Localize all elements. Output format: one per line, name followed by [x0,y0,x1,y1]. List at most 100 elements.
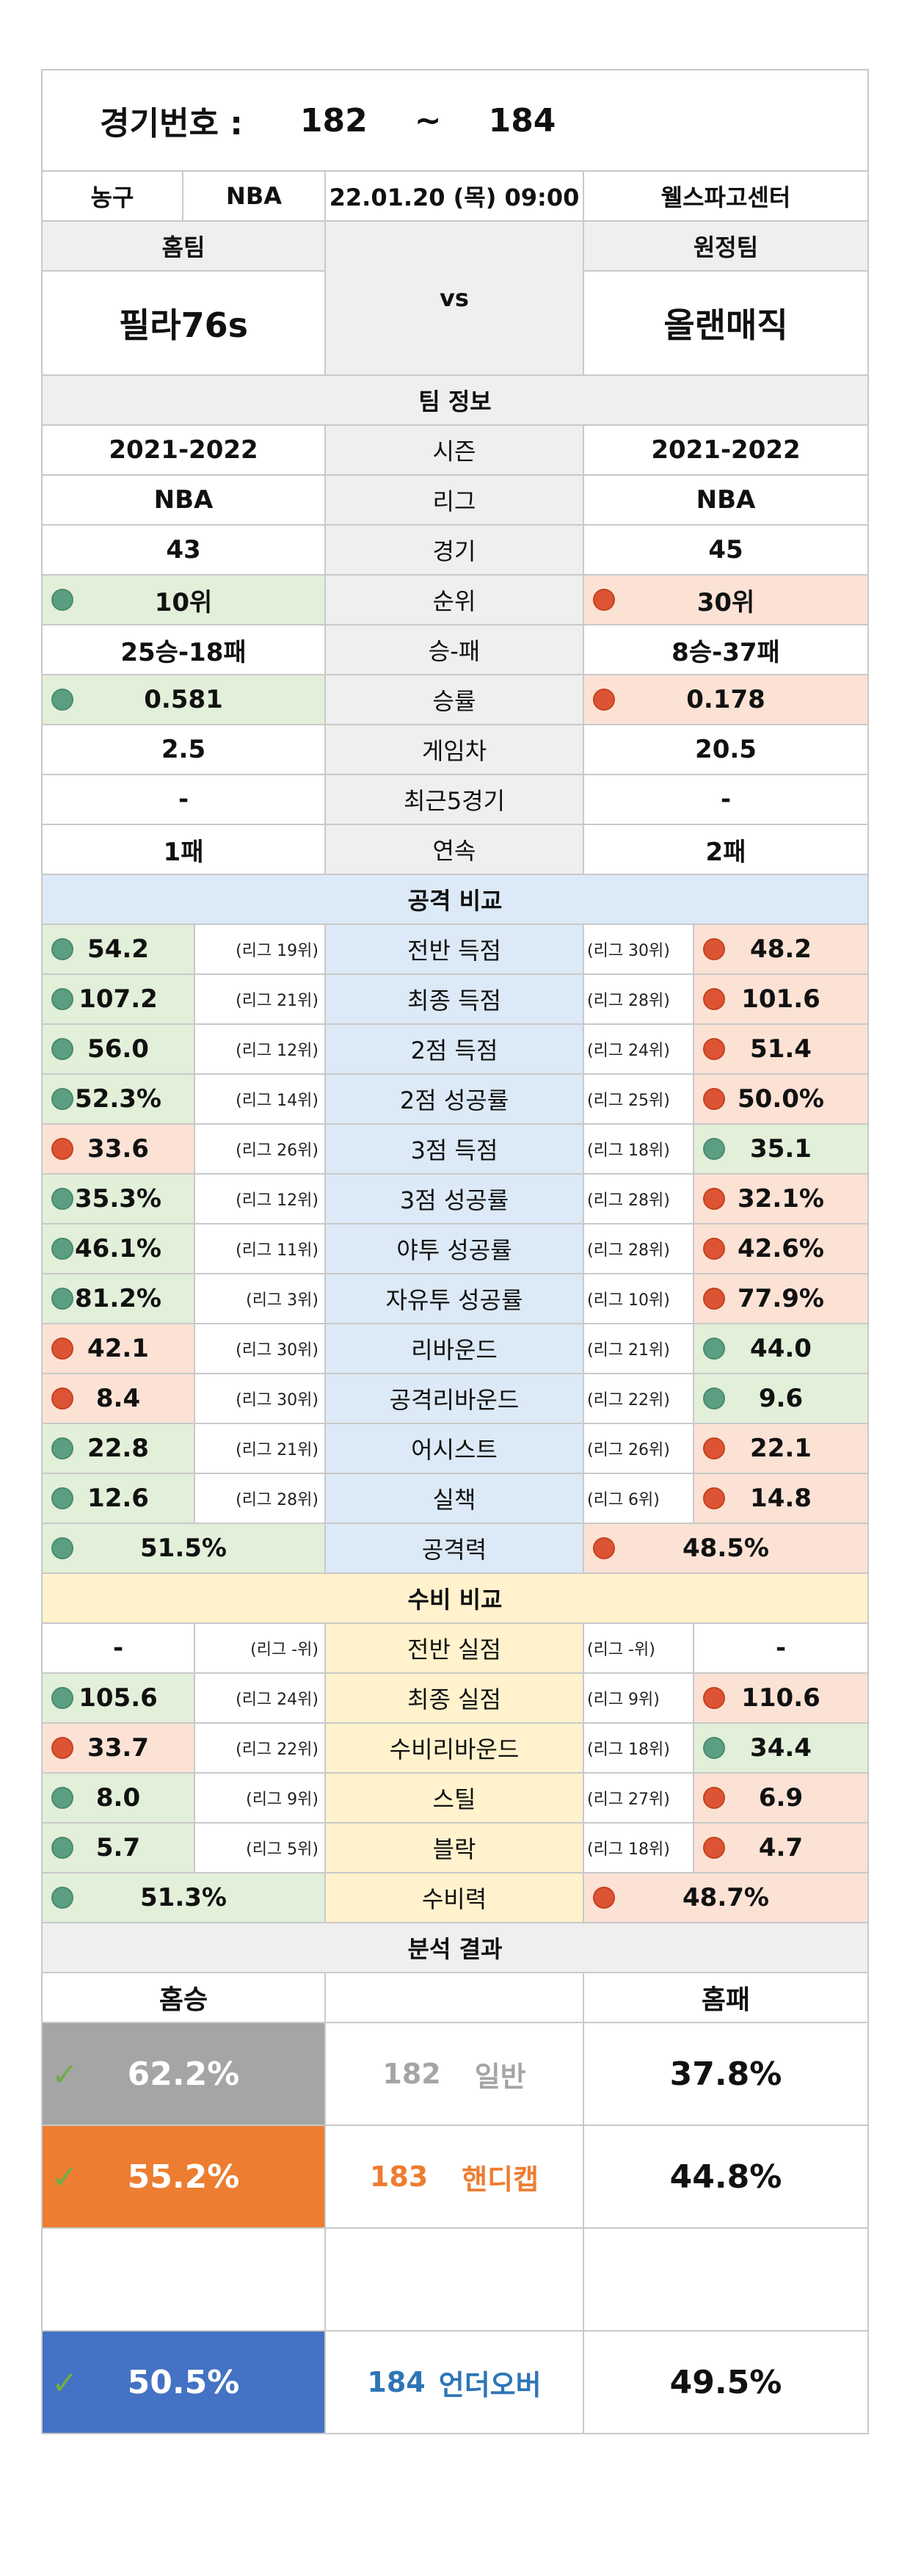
empty-cell [326,2229,584,2330]
home-league-rank: (리그 21위) [195,975,326,1023]
home-value-text: 25승-18패 [120,637,247,667]
home-league-rank: (리그 28위) [195,1474,326,1523]
attack-stat-row: 12.6 (리그 28위) 실책 (리그 6위) 14.8 [41,1474,869,1524]
home-league-rank: (리그 19위) [195,925,326,973]
indicator-dot-icon [51,1088,73,1110]
away-stat-text: 51.4 [750,1034,812,1064]
home-league-rank: (리그 22위) [195,1724,326,1772]
team-info-row: 0.581 승률 0.178 [41,675,869,725]
home-stat-value: 8.4 [41,1374,195,1423]
attack-stat-row: 42.1 (리그 30위) 리바운드 (리그 21위) 44.0 [41,1324,869,1374]
away-league-rank: (리그 18위) [584,1824,694,1872]
indicator-dot-icon [703,1487,725,1509]
result-row: ✓ 50.5% 184 언더오버 49.5% [41,2332,869,2434]
team-info-label: 리그 [326,476,584,524]
stat-label: 3점 성공률 [326,1175,584,1223]
away-stat-value: 51.4 [694,1025,869,1073]
attack-stat-row: 22.8 (리그 21위) 어시스트 (리그 26위) 22.1 [41,1424,869,1474]
defense-stat-row: 105.6 (리그 24위) 최종 실점 (리그 9위) 110.6 [41,1674,869,1724]
empty-cell [41,2229,326,2330]
home-stat-text: 8.4 [95,1384,141,1413]
team-info-label: 게임차 [326,725,584,774]
indicator-dot-icon [593,1887,615,1909]
away-stat-value: 4.7 [694,1824,869,1872]
attack-stat-row: 107.2 (리그 21위) 최종 득점 (리그 28위) 101.6 [41,975,869,1025]
match-number-row: 경기번호 : 182 ~ 184 [41,69,869,172]
checkmark-icon: ✓ [51,2159,79,2196]
home-team-info-value: 2021-2022 [41,426,326,474]
home-stat-value: 35.3% [41,1175,195,1223]
indicator-dot-icon [703,1437,725,1459]
home-team-info-value: NBA [41,476,326,524]
home-stat-text: 105.6 [79,1683,158,1713]
defense-header-row: 수비 비교 [41,1574,869,1624]
match-number-start: 182 [299,101,368,139]
stat-label: 블락 [326,1824,584,1872]
team-info-row: NBA 리그 NBA [41,476,869,526]
stat-label: 스틸 [326,1774,584,1822]
result-row: ✓ 62.2% 182 일반 37.8% [41,2023,869,2126]
indicator-dot-icon [51,1038,73,1060]
away-stat-value: 48.2 [694,925,869,973]
checkmark-icon: ✓ [51,2056,79,2094]
home-value-text: 1패 [163,837,204,867]
indicator-dot-icon [51,988,73,1010]
indicator-dot-icon [703,938,725,960]
result-rows: ✓ 62.2% 182 일반 37.8% ✓ 55.2% 183 핸디캡 44.8% ✓ 50.5% 1… [41,2023,869,2434]
away-stat-text: - [775,1633,787,1663]
indicator-dot-icon [703,1338,725,1360]
result-spacer-row [41,2229,869,2332]
defense-stat-row: 8.0 (리그 9위) 스틸 (리그 27위) 6.9 [41,1774,869,1824]
home-stat-text: 52.3% [75,1084,161,1114]
attack-header-row: 공격 비교 [41,875,869,925]
stat-label: 어시스트 [326,1424,584,1473]
defense-stat-row: - (리그 -위) 전반 실점 (리그 -위) - [41,1624,869,1674]
team-info-row: 2.5 게임차 20.5 [41,725,869,775]
away-stat-text: 42.6% [738,1234,824,1263]
indicator-dot-icon [51,1837,73,1859]
team-info-row: 25승-18패 승-패 8승-37패 [41,625,869,675]
team-info-label: 연속 [326,825,584,874]
away-team-info-value: 0.178 [584,675,869,724]
home-lose-probability: 49.5% [584,2332,869,2433]
away-stat-value: 34.4 [694,1724,869,1772]
away-league-rank: (리그 10위) [584,1274,694,1323]
stat-label: 최종 실점 [326,1674,584,1722]
team-info-label: 승-패 [326,625,584,674]
away-league-rank: (리그 -위) [584,1624,694,1672]
match-number-label: 경기번호 : [100,105,243,142]
home-team-info-value: 1패 [41,825,326,874]
indicator-dot-icon [593,1537,615,1559]
away-stat-value: - [694,1624,869,1672]
indicator-dot-icon [593,589,615,611]
away-stat-value: 50.0% [694,1075,869,1123]
away-league-rank: (리그 26위) [584,1424,694,1473]
result-header-row: 분석 결과 [41,1923,869,1973]
away-value-text: 2021-2022 [651,435,801,465]
attack-power-row: 51.5% 공격력 48.5% [41,1524,869,1574]
indicator-dot-icon [51,1288,73,1310]
away-league-rank: (리그 18위) [584,1125,694,1173]
home-team-info-value: 43 [41,526,326,574]
stat-label: 공격리바운드 [326,1374,584,1423]
stat-label: 2점 득점 [326,1025,584,1073]
indicator-dot-icon [703,988,725,1010]
defense-stat-row: 33.7 (리그 22위) 수비리바운드 (리그 18위) 34.4 [41,1724,869,1774]
home-team-label: 홈팀 [43,222,324,272]
away-team-name: 올랜매직 [663,305,788,345]
away-team-info-value: NBA [584,476,869,524]
away-value-text: NBA [696,485,756,515]
indicator-dot-icon [703,1837,725,1859]
away-league-rank: (리그 24위) [584,1025,694,1073]
home-team-info-value: - [41,775,326,824]
home-stat-value: 56.0 [41,1025,195,1073]
home-lose-label: 홈패 [584,1973,869,2022]
result-labels-spacer [326,1973,584,2022]
match-info-row: 농구 NBA 22.01.20 (목) 09:00 웰스파고센터 [41,172,869,222]
home-team-name: 필라76s [118,305,249,345]
away-league-rank: (리그 6위) [584,1474,694,1523]
home-stat-text: 22.8 [87,1434,149,1463]
home-value-text: 2021-2022 [109,435,258,465]
indicator-dot-icon [51,1387,73,1409]
home-win-probability: ✓ 62.2% [41,2023,326,2125]
